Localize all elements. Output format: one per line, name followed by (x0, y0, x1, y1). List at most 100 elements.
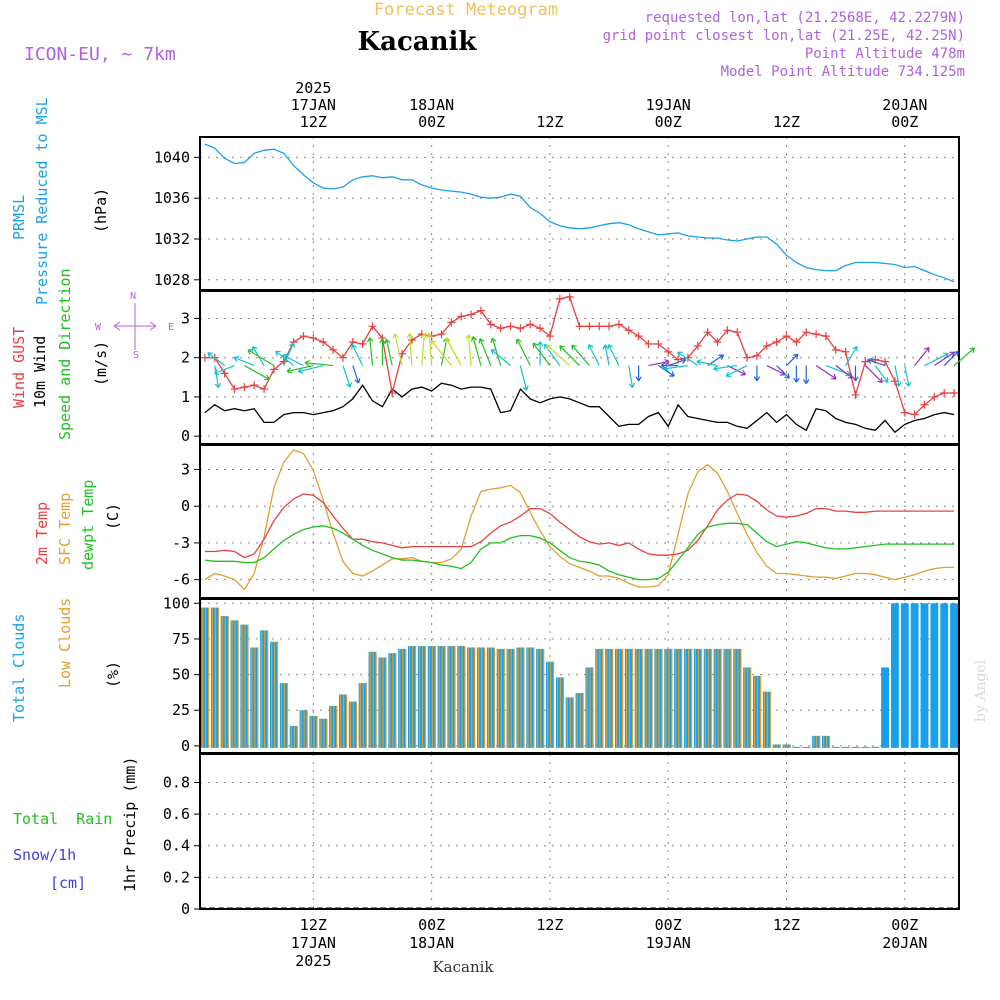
wind-arrow (587, 344, 600, 366)
total-cloud-bar (654, 648, 663, 748)
low-cloud-bar (399, 648, 401, 748)
total-cloud-bar (674, 648, 682, 748)
wind-arrow (546, 344, 571, 366)
hour-label: 12Z (300, 916, 327, 934)
low-cloud-bar (267, 630, 269, 748)
total-cloud-bar (900, 603, 909, 748)
temperature-panel: -6 -3 0 3 (172, 444, 960, 599)
gust-marker (644, 339, 653, 348)
gust-marker (605, 322, 614, 331)
wind-arrow (786, 353, 799, 366)
low-cloud-bar (658, 648, 660, 748)
total-cloud-bar (319, 718, 328, 748)
low-cloud-bar (766, 691, 769, 748)
wind-arrow (894, 365, 902, 387)
wind-arrow (430, 340, 452, 366)
total-cloud-bar (664, 648, 673, 748)
model-label: ICON-EU, ~ 7km (24, 44, 176, 65)
total-cloud-bar (930, 603, 939, 748)
pressure-unit: (hPa) (92, 188, 110, 233)
total-cloud-bar (713, 648, 722, 748)
y-tick-label: 50 (172, 666, 190, 684)
low-cloud-bar (507, 648, 509, 748)
total-cloud-bar (536, 648, 544, 748)
wind-arrow (351, 344, 364, 366)
total-cloud-bar (565, 697, 574, 748)
total-clouds-label: Total Clouds (10, 614, 28, 722)
compass-n: N (130, 291, 136, 302)
wind-arrow (426, 333, 433, 366)
gust-marker (545, 332, 554, 341)
low-cloud-bar (237, 620, 239, 748)
wind-arrow (635, 365, 642, 382)
low-cloud-bar (720, 648, 722, 748)
wind-arrow (297, 364, 324, 374)
total-cloud-bar (339, 694, 347, 748)
low-cloud-bar (296, 725, 298, 748)
low-cloud-bar (730, 648, 732, 748)
sfc-label: SFC Temp (56, 493, 74, 565)
low-cloud-bar (428, 646, 430, 748)
pressure-label-desc: Pressure Reduced to MSL (33, 97, 51, 305)
wind-arrow (867, 357, 886, 367)
hour-label: 12Z (536, 916, 563, 934)
wind-arrow (244, 365, 270, 381)
low-cloud-bar (421, 646, 424, 748)
year-label: 2025 (295, 952, 331, 970)
gust-marker (624, 326, 633, 335)
gust-marker (723, 326, 732, 335)
total-cloud-bar (299, 710, 308, 748)
low-cloud-bar (454, 646, 456, 748)
low-cloud-bar (576, 693, 578, 748)
low-cloud-bar (234, 620, 236, 748)
wind-speed-dir-label: Speed and Direction (56, 268, 74, 440)
low-cloud-bar (540, 648, 542, 748)
gust-marker (565, 292, 574, 301)
wind-arrow (470, 336, 482, 366)
low-cloud-bar (760, 676, 762, 748)
low-cloud-bar (261, 630, 263, 748)
total-cloud-bar (309, 715, 318, 748)
gust-marker (516, 324, 525, 333)
wind10-line (204, 382, 955, 434)
low-cloud-bar (707, 648, 709, 748)
y-tick-label: 2 (181, 349, 190, 367)
model-altitude: Model Point Altitude 734.125m (721, 64, 965, 80)
date-label: 17JAN (291, 96, 336, 114)
hour-label: 00Z (655, 113, 682, 131)
total-cloud-bar (841, 746, 850, 748)
total-cloud-bar (772, 744, 781, 748)
low-cloud-bar (537, 648, 539, 748)
low-cloud-bar (648, 648, 650, 748)
y-tick-label: -6 (172, 571, 190, 589)
total-cloud-bar (467, 647, 475, 748)
low-cloud-bar (458, 646, 460, 748)
low-cloud-bar (395, 653, 397, 748)
low-cloud-bar (592, 667, 594, 748)
low-cloud-bar (241, 624, 243, 748)
total-cloud-bar (270, 641, 278, 748)
wind-arrow (874, 365, 889, 383)
gust-marker (802, 328, 811, 337)
wind-arrow (943, 350, 959, 366)
gust-marker (506, 322, 515, 331)
low-cloud-bar (757, 676, 759, 748)
wind-arrow (207, 352, 226, 367)
total-cloud-bar (812, 735, 820, 748)
pressure-labels: PRMSL Pressure Reduced to MSL (hPa) (10, 97, 110, 305)
total-cloud-bar (871, 746, 880, 748)
gust-marker (585, 322, 594, 331)
total-cloud-bar (210, 607, 219, 748)
low-cloud-bar (694, 648, 697, 748)
gust-marker (713, 338, 722, 346)
low-cloud-bar (208, 607, 210, 748)
low-cloud-bar (385, 657, 387, 748)
temperature-frame (199, 444, 960, 599)
low-cloud-bar (543, 648, 545, 748)
gust-marker (447, 318, 456, 327)
low-cloud-bar (727, 648, 729, 748)
